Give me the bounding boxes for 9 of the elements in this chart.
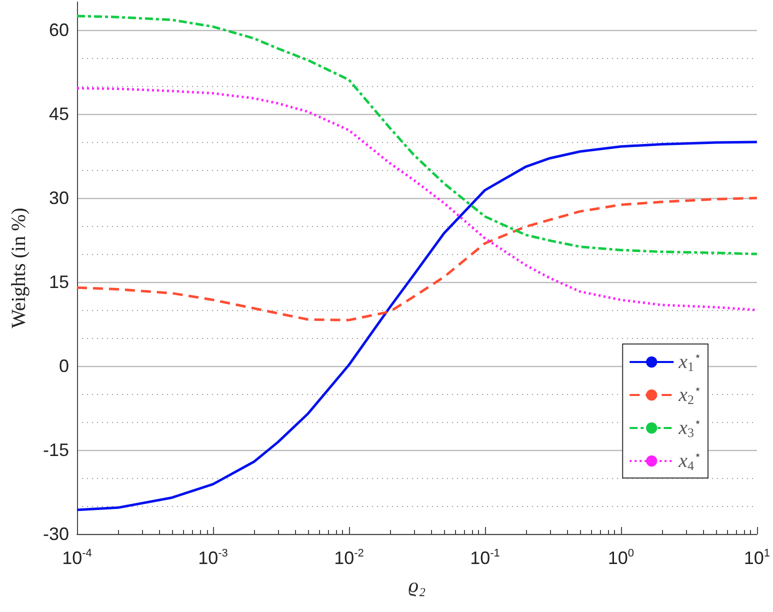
y-tick-label: 0 [58,356,69,376]
y-tick-label: 60 [48,20,69,40]
y-tick-label: 15 [48,272,69,292]
y-tick-label: 45 [48,104,69,124]
y-tick-label: -30 [42,524,69,544]
y-tick-label: -15 [42,440,69,460]
y-axis-title: Weights (in %) [8,208,30,328]
x-axis-title: ϱ₂ [408,575,426,597]
y-tick-label: 30 [48,188,69,208]
